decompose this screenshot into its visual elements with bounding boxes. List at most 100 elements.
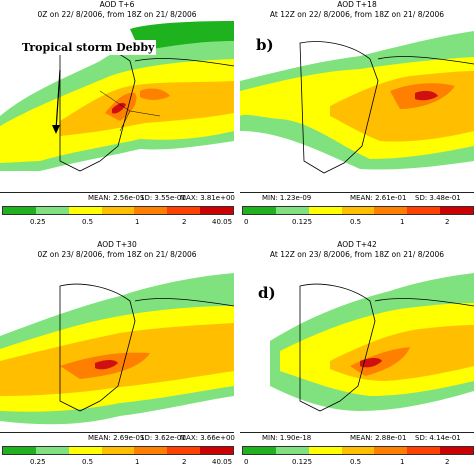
colorbar-swatch [68,207,102,214]
panel-a-stats: MEAN: 2.56e-01 SD: 3.55e-01 MAX: 3.81e+0… [0,194,235,204]
tick: 2 [445,218,450,226]
tick: 0 [244,218,249,226]
colorbar-ticks: 0.25 0.5 1 2 40.05 [0,218,234,230]
storm-annotation: Tropical storm Debby [20,40,157,55]
panel-d-map [240,261,474,433]
colorbar-swatch [407,447,441,454]
colorbar [242,446,474,455]
aod-map-b [240,31,474,174]
panel-d-subtitle: At 12Z on 23/ 8/2006, from 18Z on 21/ 8/… [269,250,445,259]
panel-d-stats: MIN: 1.90e-18 MEAN: 2.88e-01 SD: 4.14e-0… [240,434,474,444]
panel-b-subtitle: At 12Z on 22/ 8/2006, from 18Z on 21/ 8/… [269,10,445,19]
tick: 0 [244,458,249,466]
tick: 0.5 [350,458,362,466]
panel-a: AOD T+6 0Z on 22/ 8/2006, from 18Z on 21… [0,0,235,234]
colorbar-swatch [341,447,375,454]
country-borders [99,90,161,132]
stat-mean: MEAN: 2.56e-01 [88,194,145,202]
colorbar-swatch [101,447,135,454]
africa-coastline [59,283,136,412]
aod-region-high-2 [140,88,170,100]
tick: 0.5 [350,218,362,226]
stat-sd: SD: 3.48e-01 [415,194,461,202]
panel-d-title: AOD T+42 [337,240,377,249]
panel-b-stats: MIN: 1.23e-09 MEAN: 2.61e-01 SD: 3.48e-0… [240,194,474,204]
panel-c-title: AOD T+30 [97,240,137,249]
panel-d: AOD T+42 At 12Z on 23/ 8/2006, from 18Z … [240,240,474,474]
colorbar-swatch [374,447,408,454]
tick: 40.05 [212,458,233,466]
colorbar-swatch [134,207,168,214]
stat-min: MIN: 1.90e-18 [262,434,312,442]
panel-c-map [0,261,234,433]
tick: 40.05 [212,218,233,226]
colorbar-swatch [341,207,375,214]
tick: 0.125 [292,458,313,466]
tick: 1 [400,458,405,466]
panel-a-subtitle: 0Z on 22/ 8/2006, from 18Z on 21/ 8/2006 [37,10,197,19]
tick: 0.5 [82,218,94,226]
mediterranean-coast [134,298,234,307]
colorbar-swatch [243,207,276,214]
colorbar-swatch [407,207,441,214]
tick: 0.5 [82,458,94,466]
stat-mean: MEAN: 2.88e-01 [350,434,407,442]
panel-label-b: b) [254,36,276,54]
tick: 2 [182,218,187,226]
panel-b-title: AOD T+18 [337,0,377,9]
panel-c-stats: MEAN: 2.69e-01 SD: 3.62e-01 MAX: 3.66e+0… [0,434,235,444]
colorbar-swatch [68,447,102,454]
colorbar-swatch [167,447,201,454]
stat-max: MAX: 3.66e+00 [180,434,235,442]
tick: 2 [445,458,450,466]
tick: 1 [400,218,405,226]
colorbar-ticks: 0 0.125 0.5 1 2 [240,458,474,470]
colorbar-swatch [440,207,474,214]
stat-sd: SD: 3.62e-01 [140,434,186,442]
tick: 0.25 [30,458,46,466]
panel-b: AOD T+18 At 12Z on 22/ 8/2006, from 18Z … [240,0,474,234]
colorbar-swatch [3,207,36,214]
colorbar-swatch [440,447,474,454]
stat-mean: MEAN: 2.69e-01 [88,434,145,442]
mediterranean-coast [377,56,474,65]
tick: 1 [135,458,140,466]
colorbar-swatch [275,447,309,454]
colorbar [2,446,234,455]
stat-sd: SD: 4.14e-01 [415,434,461,442]
colorbar-ticks: 0 0.125 0.5 1 2 [240,218,474,230]
aod-region-midhigh [60,81,234,136]
colorbar-swatch [275,207,309,214]
colorbar-swatch [374,207,408,214]
colorbar-ticks: 0.25 0.5 1 2 40.05 [0,458,234,470]
stat-sd: SD: 3.55e-01 [140,194,186,202]
colorbar [2,206,234,215]
colorbar-swatch [308,447,342,454]
aod-map-a [0,21,234,172]
aod-region-veryhigh [360,358,382,368]
tick: 0.25 [30,218,46,226]
colorbar-swatch [134,447,168,454]
colorbar-swatch [101,207,135,214]
colorbar [242,206,474,215]
aod-region-veryhigh [95,360,118,370]
panel-c-subtitle: 0Z on 23/ 8/2006, from 18Z on 21/ 8/2006 [37,250,197,259]
panel-b-map [240,21,474,193]
storm-arrow [52,69,61,134]
africa-coastline [299,283,376,412]
mediterranean-coast [134,58,234,67]
panel-c: AOD T+30 0Z on 23/ 8/2006, from 18Z on 2… [0,240,235,474]
colorbar-swatch [35,447,69,454]
africa-coastline [299,41,379,174]
aod-region-veryhigh [415,90,438,101]
panel-a-title: AOD T+6 [99,0,135,9]
tick: 0.125 [292,218,313,226]
stat-mean: MEAN: 2.61e-01 [350,194,407,202]
aod-map-c [0,273,234,425]
colorbar-swatch [35,207,69,214]
aod-map-d [270,273,474,412]
colorbar-swatch [200,447,234,454]
tick: 2 [182,458,187,466]
colorbar-swatch [200,207,234,214]
stat-max: MAX: 3.81e+00 [180,194,235,202]
